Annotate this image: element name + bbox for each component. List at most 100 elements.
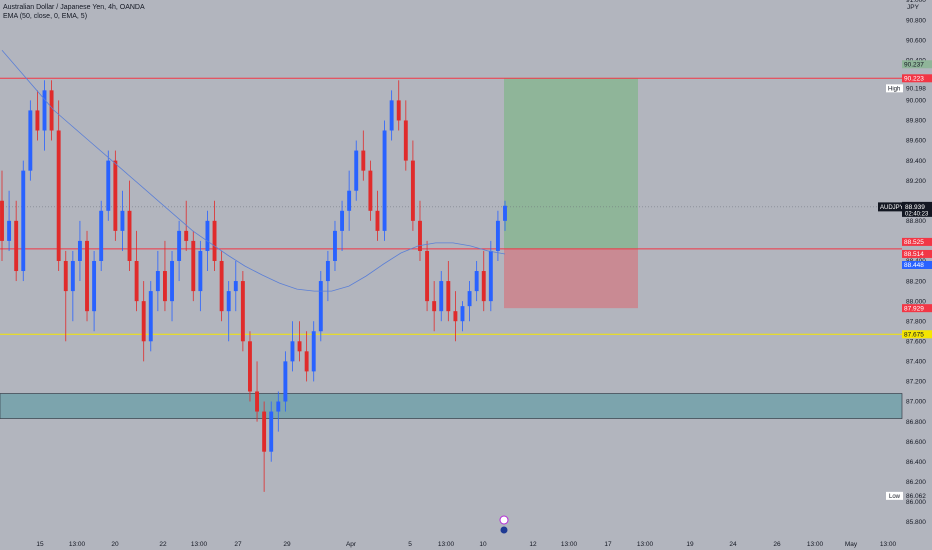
- candle-body: [340, 210, 345, 231]
- candle-body: [269, 411, 274, 452]
- x-tick-label: 15: [36, 541, 44, 548]
- candle-body: [453, 311, 458, 322]
- target-top-tag-text: 90.237: [904, 61, 924, 68]
- y-tick-label: 87.200: [906, 379, 926, 386]
- candle-body: [382, 130, 387, 231]
- candle-body: [70, 260, 75, 292]
- candle-body: [162, 271, 167, 302]
- candle-body: [439, 281, 444, 312]
- y-tick-label: 87.600: [906, 338, 926, 345]
- candle-body: [361, 150, 366, 171]
- candle-body: [297, 341, 302, 352]
- candle-body: [410, 160, 415, 221]
- profit-zone: [504, 78, 638, 249]
- x-tick-label: 20: [111, 541, 119, 548]
- y-tick-label: 89.200: [906, 178, 926, 185]
- candle-body: [432, 301, 437, 312]
- x-tick-label: 13:00: [69, 541, 86, 548]
- high-label-bg: [886, 84, 903, 93]
- candle-body: [283, 361, 288, 402]
- candle-body: [56, 130, 61, 261]
- candle-body: [198, 250, 203, 292]
- y-tick-label: 88.000: [906, 298, 926, 305]
- flag-icon: [500, 526, 508, 534]
- candle-body: [184, 230, 189, 241]
- x-tick-label: 5: [408, 541, 412, 548]
- candle-body: [92, 260, 97, 312]
- candle-body: [368, 170, 373, 211]
- candle-body: [113, 160, 118, 231]
- candle-body: [233, 281, 238, 292]
- candle-body: [354, 150, 359, 191]
- candle-body: [418, 220, 422, 251]
- x-tick-label: May: [845, 541, 858, 548]
- candle-body: [63, 260, 68, 292]
- x-tick-label: 13:00: [561, 541, 578, 548]
- current-price-tag: 88.939: [905, 204, 925, 211]
- candle-body: [141, 301, 146, 342]
- y-tick-label: 89.800: [906, 118, 926, 125]
- candle-body: [85, 240, 89, 312]
- candle-body: [325, 260, 330, 282]
- y-tick-label: 86.400: [906, 459, 926, 466]
- x-tick-label: 13:00: [637, 541, 654, 548]
- y-tick-label: 86.600: [906, 439, 926, 446]
- symbol-tag: AUDJPY: [880, 205, 904, 211]
- candle-body: [205, 220, 210, 251]
- current-price-tag-bg: [902, 201, 932, 217]
- entry-price-tag-bg: [902, 237, 932, 246]
- stop-price-tag-bg: [902, 304, 932, 313]
- x-tick-label: 19: [686, 541, 694, 548]
- yellow-price-tag-text: 87.675: [904, 331, 924, 338]
- ema-price-tag-text: 88.448: [904, 262, 924, 269]
- y-tick-label: 88.200: [906, 278, 926, 285]
- high-value: 90.198: [906, 86, 926, 93]
- target-top-tag-bg: [902, 60, 932, 69]
- candle-body: [134, 260, 139, 302]
- event-icon: [499, 515, 509, 525]
- candle-body: [425, 250, 430, 302]
- y-tick-label: 89.600: [906, 138, 926, 145]
- candle-body: [191, 240, 196, 292]
- candle-body: [106, 160, 111, 211]
- candle-body: [304, 351, 309, 372]
- y-tick-label: 86.200: [906, 479, 926, 486]
- y-tick-label: 90.800: [906, 17, 926, 24]
- candle-body: [127, 210, 132, 261]
- x-tick-label: 13:00: [438, 541, 455, 548]
- candle-body: [481, 271, 486, 302]
- high-label: High: [888, 87, 900, 93]
- candle-body: [77, 240, 82, 261]
- demand-zone: [0, 393, 903, 419]
- low-label: Low: [889, 494, 901, 500]
- candle-body: [318, 281, 323, 332]
- yellow-price-tag-bg: [902, 330, 932, 339]
- entry-price-2-tag-bg: [902, 249, 932, 258]
- y-tick-label: 90.000: [906, 98, 926, 105]
- x-tick-label: 24: [729, 541, 737, 548]
- indicator-label: EMA (50, close, 0, EMA, 5): [3, 13, 88, 20]
- ema-line: [1, 49, 506, 292]
- candle-body: [7, 220, 12, 241]
- y-tick-label: 87.800: [906, 318, 926, 325]
- x-tick-label: Apr: [346, 541, 357, 548]
- y-tick-label: 85.800: [906, 519, 926, 526]
- y-tick-label: 91.000: [906, 0, 926, 4]
- stop-price-tag-text: 87.929: [904, 305, 924, 312]
- candle-body: [0, 200, 4, 241]
- currency-label: JPY: [907, 4, 920, 11]
- candle-body: [389, 100, 394, 131]
- candle-body: [488, 250, 493, 302]
- candle-body: [255, 391, 259, 412]
- candle-body: [503, 205, 507, 221]
- countdown-tag: 02:40:23: [905, 211, 929, 217]
- x-tick-label: 13:00: [880, 541, 897, 548]
- ema-price-tag-bg: [902, 260, 932, 269]
- entry-price-tag-text: 88.525: [904, 239, 924, 246]
- candle-body: [460, 306, 465, 322]
- x-tick-label: 26: [773, 541, 781, 548]
- y-tick-label: 86.000: [906, 499, 926, 506]
